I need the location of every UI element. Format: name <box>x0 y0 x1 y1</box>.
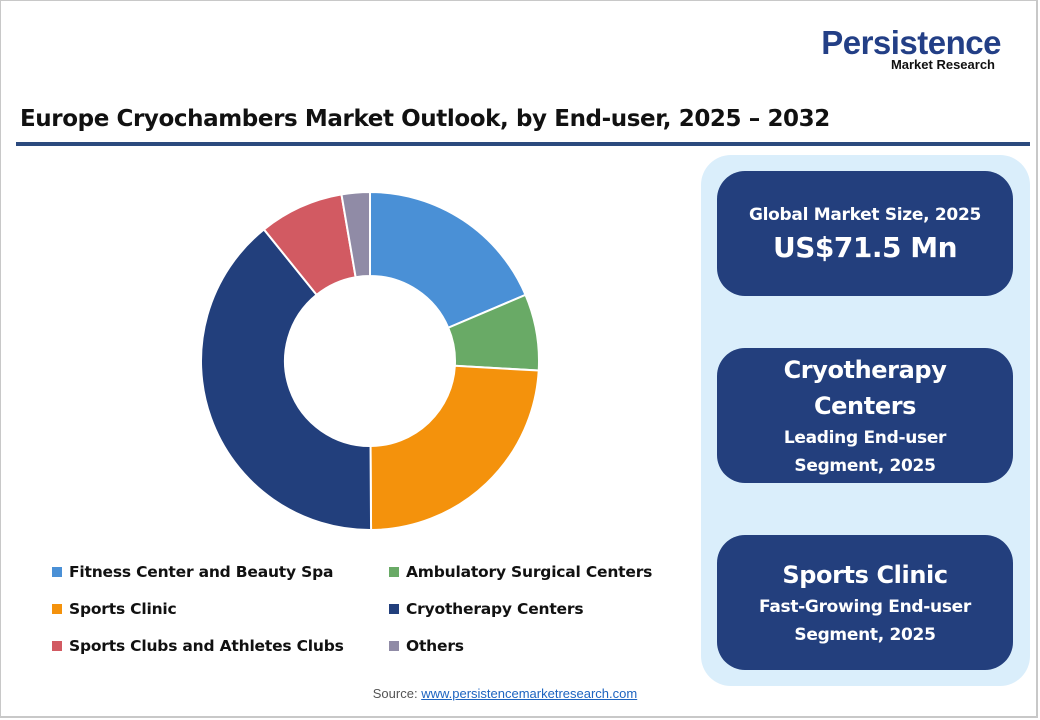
legend-item-sports-clubs: Sports Clubs and Athletes Clubs <box>52 634 389 658</box>
market-size-card: Global Market Size, 2025 US$71.5 Mn <box>717 171 1013 296</box>
legend-label: Cryotherapy Centers <box>406 600 584 618</box>
donut-slice-cryotherapy-centers <box>200 228 373 531</box>
legend-label: Ambulatory Surgical Centers <box>406 563 653 581</box>
leading-segment-name-line1: Cryotherapy <box>783 355 947 384</box>
fast-growing-caption-line2: Segment, 2025 <box>794 624 936 645</box>
leading-segment-name-line2: Centers <box>813 391 917 420</box>
market-size-value: US$71.5 Mn <box>772 230 958 264</box>
fast-growing-segment-card: Sports Clinic Fast-Growing End-user Segm… <box>717 535 1013 670</box>
donut-slice-others <box>340 191 371 279</box>
logo-sub-text: Market Research <box>890 57 995 72</box>
legend-swatch <box>52 604 62 614</box>
donut-slice-sports-clinic <box>369 364 540 531</box>
leading-segment-caption-line1: Leading End-user <box>783 427 947 448</box>
legend-swatch <box>389 567 399 577</box>
legend-item-sports-clinic: Sports Clinic <box>52 597 389 621</box>
persistence-logo: Persistence Market Research <box>796 26 1001 72</box>
legend-swatch <box>389 641 399 651</box>
title-underline <box>16 142 1030 146</box>
legend-swatch <box>389 604 399 614</box>
legend-item-ambulatory-surgical: Ambulatory Surgical Centers <box>389 560 689 584</box>
legend-label: Fitness Center and Beauty Spa <box>69 563 334 581</box>
source-note: Source: www.persistencemarketresearch.co… <box>0 686 1010 701</box>
market-size-label: Global Market Size, 2025 <box>748 204 982 225</box>
legend-label: Sports Clinic <box>69 600 177 618</box>
chart-legend: Fitness Center and Beauty Spa Ambulatory… <box>52 560 692 658</box>
fast-growing-segment-name: Sports Clinic <box>782 560 948 589</box>
legend-label: Sports Clubs and Athletes Clubs <box>69 637 344 655</box>
chart-title: Europe Cryochambers Market Outlook, by E… <box>20 106 830 132</box>
donut-chart <box>200 191 540 531</box>
donut-slice-fitness-center-and-beauty-spa <box>369 191 527 330</box>
leading-segment-card: Cryotherapy Centers Leading End-user Seg… <box>717 348 1013 483</box>
legend-item-fitness-center: Fitness Center and Beauty Spa <box>52 560 389 584</box>
legend-item-others: Others <box>389 634 689 658</box>
legend-swatch <box>52 641 62 651</box>
logo-brand-text: Persistence <box>821 24 1001 61</box>
legend-label: Others <box>406 637 464 655</box>
legend-swatch <box>52 567 62 577</box>
source-label: Source: <box>372 686 422 701</box>
source-link[interactable]: www.persistencemarketresearch.com <box>421 686 638 701</box>
fast-growing-caption-line1: Fast-Growing End-user <box>759 596 971 617</box>
leading-segment-caption-line2: Segment, 2025 <box>794 455 936 476</box>
legend-item-cryotherapy-centers: Cryotherapy Centers <box>389 597 689 621</box>
